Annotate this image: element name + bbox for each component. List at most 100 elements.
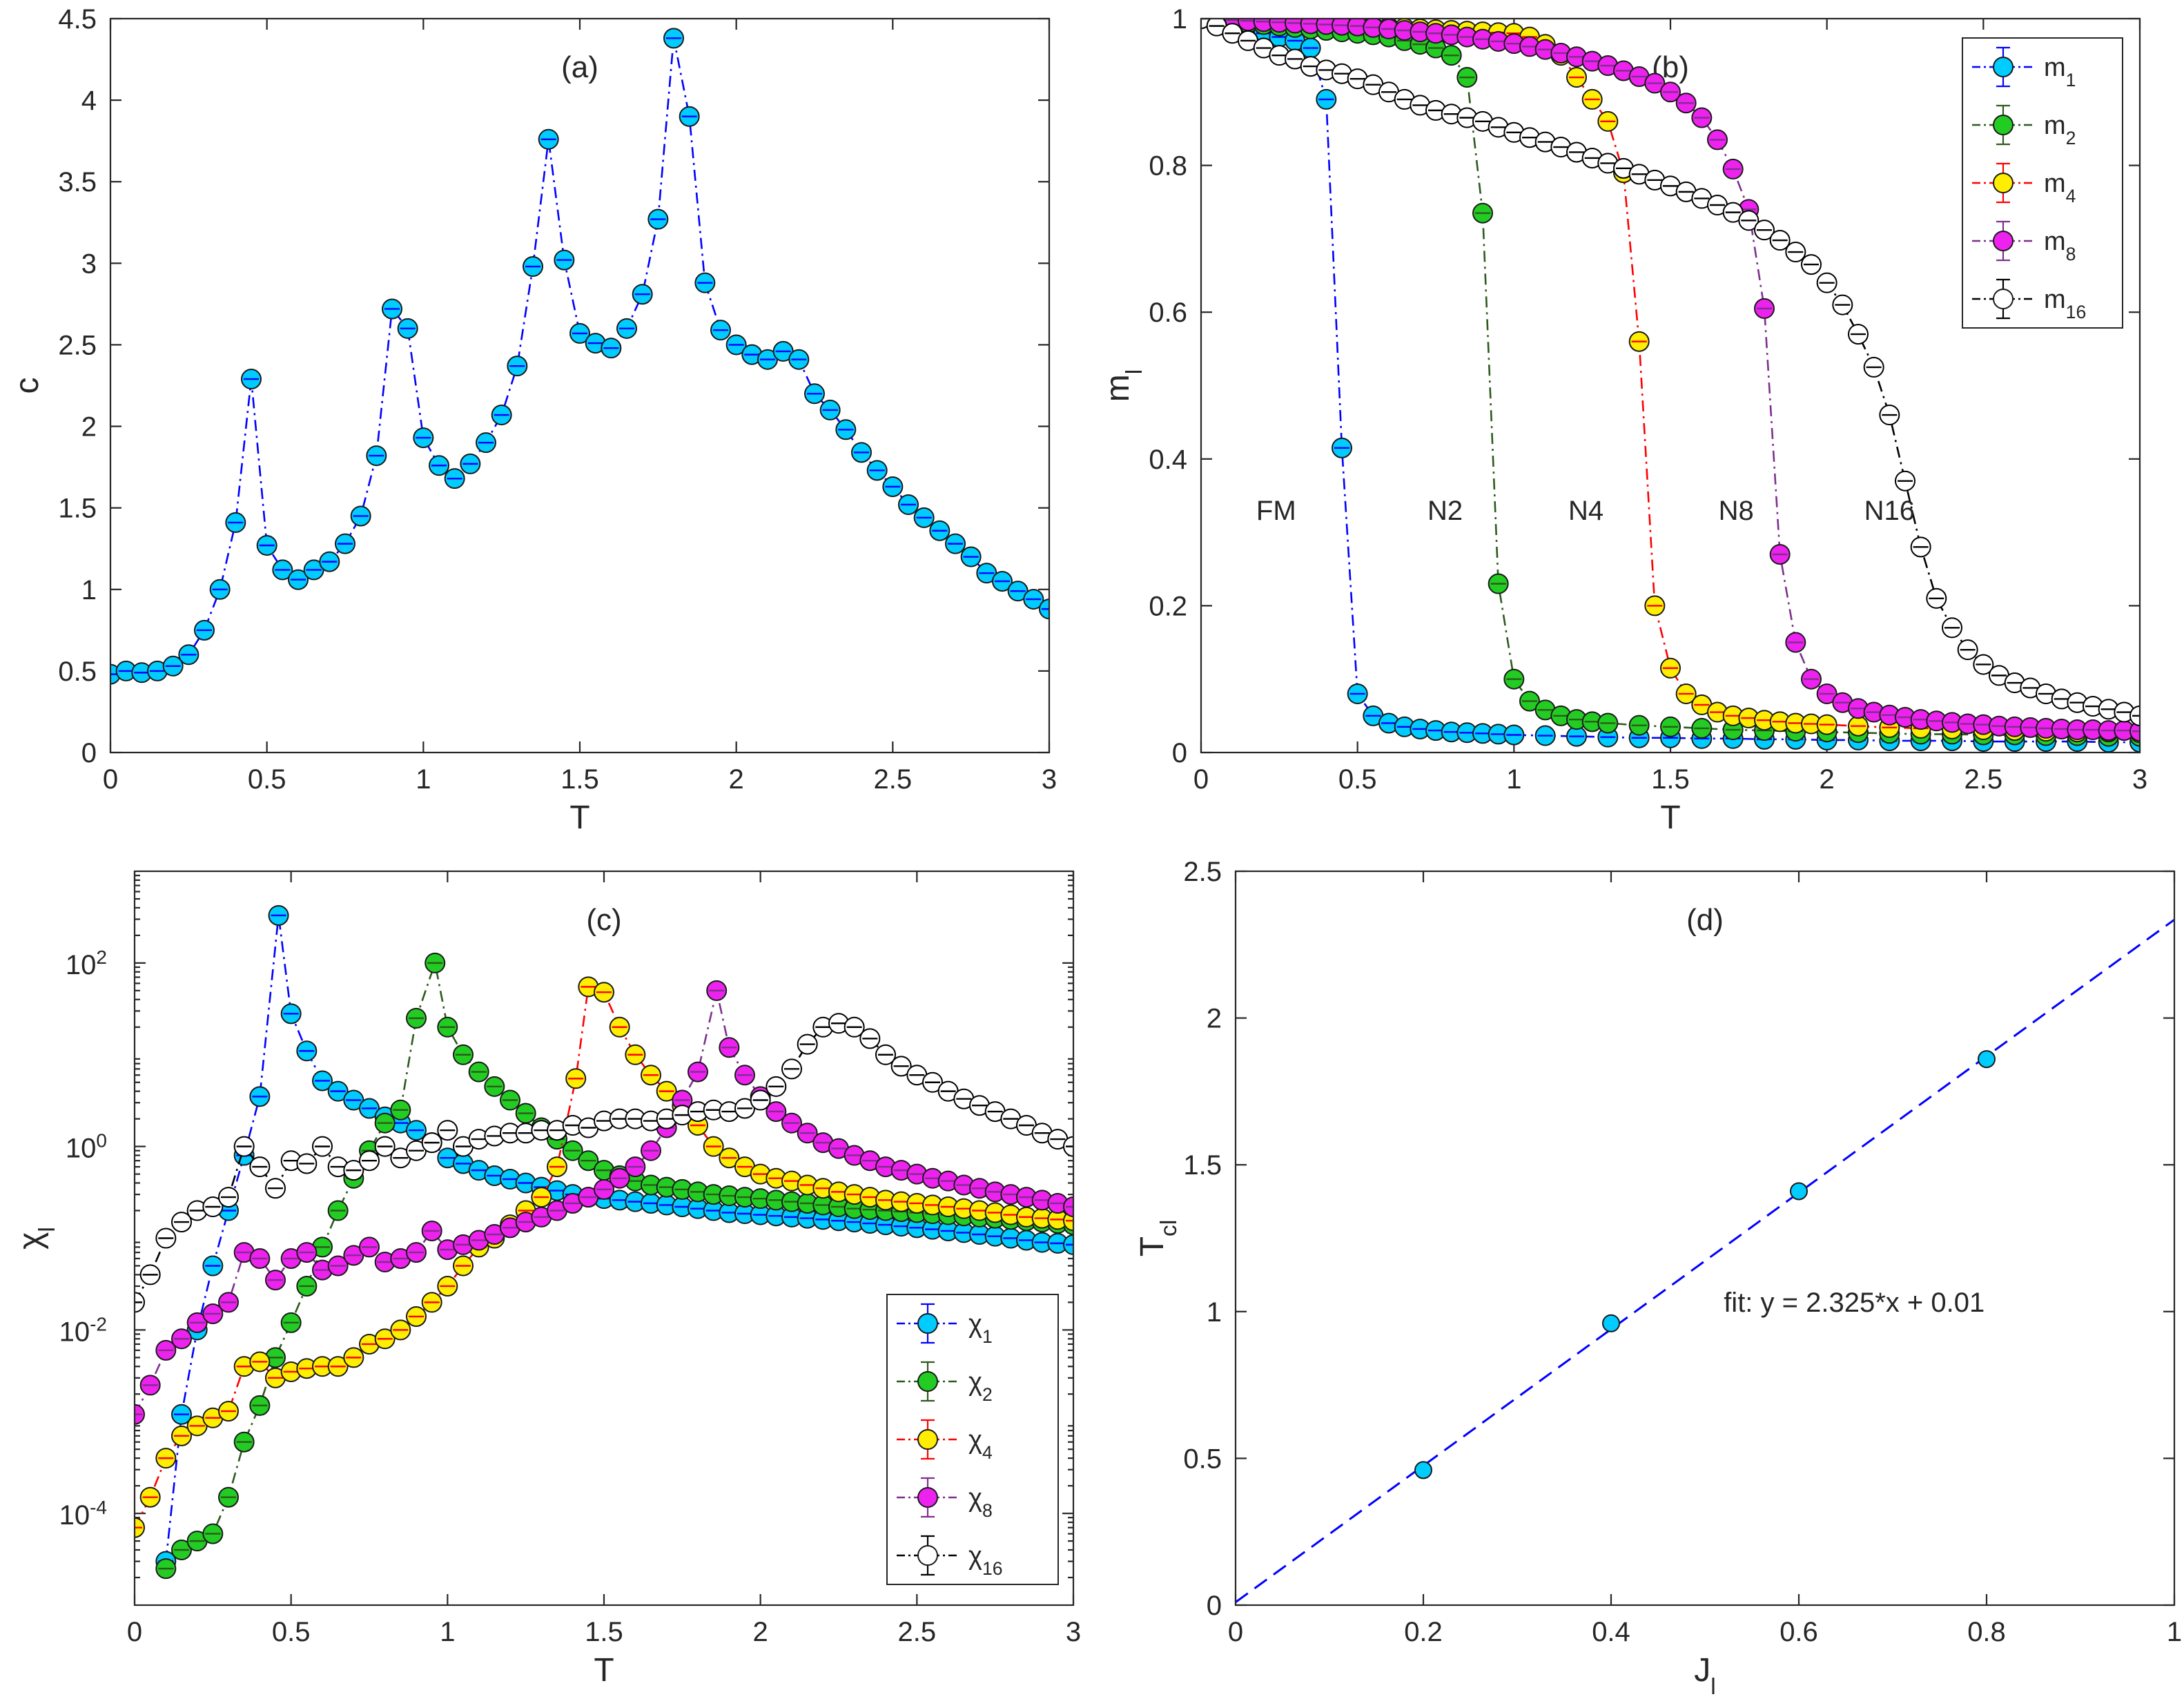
x-tick-label: 2 — [729, 764, 744, 795]
legend-marker — [1993, 57, 2014, 77]
phase-label: N8 — [1719, 496, 1754, 526]
y-tick-label: 3 — [81, 249, 97, 279]
legend-marker — [917, 1429, 938, 1450]
y-tick-label: 3.5 — [58, 167, 97, 197]
legend-marker — [917, 1371, 938, 1392]
x-tick-label: 2 — [1820, 764, 1835, 795]
legend-marker — [917, 1487, 938, 1508]
y-tick-label: 2.5 — [1183, 857, 1222, 887]
y-tick-label: 2.5 — [58, 330, 97, 360]
legend-label: m8 — [2044, 227, 2076, 264]
x-tick-label: 0.5 — [272, 1617, 311, 1647]
data-point — [1978, 1050, 1996, 1069]
x-axis-label: T — [569, 799, 589, 836]
legend: χ1 χ2 χ4 χ8 χ16 — [886, 1294, 1059, 1585]
legend-label: m16 — [2044, 285, 2086, 322]
y-tick-label: 2 — [81, 412, 97, 443]
data-point — [1414, 1461, 1432, 1479]
panel-d: 0 0.2 0.4 0.6 0.8 1 0 0.5 1 1.5 2 2.5 Jl Tcl (d) fit: y… — [1134, 857, 2182, 1700]
panel-title: (c) — [586, 903, 621, 937]
plot-frame — [109, 17, 1051, 754]
y-tick-label: 1 — [1207, 1297, 1222, 1328]
legend-marker — [1993, 173, 2014, 193]
y-tick-label: 4 — [81, 86, 97, 116]
y-tick-label: 0.6 — [1149, 298, 1187, 328]
y-axis-label: c — [9, 378, 46, 394]
series-m8 — [1201, 19, 2140, 742]
x-tick-label: 0.8 — [1967, 1617, 2006, 1647]
x-axis-label: Jl — [1694, 1652, 1715, 1700]
x-tick-label: 2.5 — [1964, 764, 2003, 795]
panel-c: 0 0.5 1 1.5 2 2.5 310-410-2100102Tχl(c)χ1χ2χ4χ… — [12, 870, 1081, 1689]
y-tick-label: 2 — [1207, 1004, 1222, 1034]
x-tick-label: 0 — [1228, 1617, 1243, 1647]
y-tick-label: 0 — [81, 738, 97, 768]
phase-label: FM — [1256, 496, 1296, 526]
data-point — [1790, 1182, 1808, 1201]
x-tick-label: 3 — [2132, 764, 2147, 795]
x-tick-label: 1 — [1506, 764, 1521, 795]
x-tick-label: 0.6 — [1780, 1617, 1818, 1647]
x-tick-label: 1.5 — [585, 1617, 623, 1647]
x-tick-label: 0 — [1193, 764, 1209, 795]
y-tick-label: 1 — [81, 575, 97, 605]
plot-frame — [1200, 17, 2141, 754]
series-Tcl — [1414, 1050, 1996, 1479]
legend-marker — [1993, 289, 2014, 309]
series-line-c — [110, 38, 1049, 675]
y-tick-label: 0 — [1207, 1591, 1222, 1621]
panel-title: (a) — [561, 50, 598, 84]
plot-frame — [133, 870, 1075, 1607]
x-tick-label: 1 — [2167, 1617, 2182, 1647]
x-tick-label: 2.5 — [898, 1617, 937, 1647]
y-axis-label: ml — [1100, 369, 1147, 402]
legend-label: χ4 — [968, 1426, 993, 1463]
legend-label: m4 — [2044, 169, 2076, 206]
x-tick-label: 1.5 — [560, 764, 599, 795]
series-c — [110, 28, 1049, 685]
y-tick-label: 1 — [1172, 4, 1187, 35]
y-tick-label: 0.4 — [1149, 445, 1187, 475]
x-tick-label: 2 — [753, 1617, 768, 1647]
x-axis-label: T — [1660, 799, 1680, 836]
legend-label: χ8 — [968, 1484, 993, 1521]
y-tick-label: 102 — [66, 946, 107, 980]
y-tick-label: 0.5 — [1183, 1444, 1222, 1474]
x-axis-label: T — [594, 1652, 614, 1689]
series-m16 — [1201, 19, 2140, 726]
y-tick-label: 100 — [66, 1129, 107, 1164]
y-tick-label: 10-2 — [59, 1313, 107, 1348]
x-tick-label: 0.5 — [1338, 764, 1377, 795]
legend-marker — [1993, 231, 2014, 251]
y-tick-label: 1.5 — [1183, 1150, 1222, 1181]
y-tick-label: 0 — [1172, 738, 1187, 768]
x-tick-label: 0.2 — [1404, 1617, 1443, 1647]
panel-title: (d) — [1686, 903, 1724, 937]
legend: m1 m2 m4 m8 m16 — [1962, 37, 2123, 329]
y-tick-label: 0.2 — [1149, 591, 1187, 621]
x-tick-label: 0 — [103, 764, 118, 795]
x-tick-label: 0.5 — [248, 764, 286, 795]
legend-marker — [1993, 115, 2014, 135]
y-tick-label: 1.5 — [58, 494, 97, 524]
legend-box — [1962, 37, 2123, 329]
y-tick-label: 0.5 — [58, 657, 97, 687]
y-tick-label: 0.8 — [1149, 151, 1187, 182]
phase-label: N16 — [1864, 496, 1915, 526]
x-tick-label: 3 — [1042, 764, 1057, 795]
series-chi8 — [135, 980, 1073, 1425]
plot-frame — [1234, 870, 2176, 1607]
fit-line — [1236, 918, 2174, 1603]
x-tick-label: 2.5 — [874, 764, 913, 795]
fit-label: fit: y = 2.325*x + 0.01 — [1724, 1288, 1985, 1318]
panel-a: 0 0.5 1 1.5 2 2.5 3 0 0.5 1 1.5 2 2.5 3 3.5 4 4.5 Tc (a) — [9, 4, 1057, 836]
y-tick-label: 10-4 — [59, 1497, 107, 1531]
legend-label: χ16 — [968, 1542, 1003, 1579]
legend-label: m2 — [2044, 111, 2076, 148]
x-tick-label: 3 — [1066, 1617, 1081, 1647]
y-axis-label: χl — [12, 1227, 60, 1250]
data-point — [1602, 1314, 1620, 1332]
legend-label: m1 — [2044, 53, 2076, 90]
